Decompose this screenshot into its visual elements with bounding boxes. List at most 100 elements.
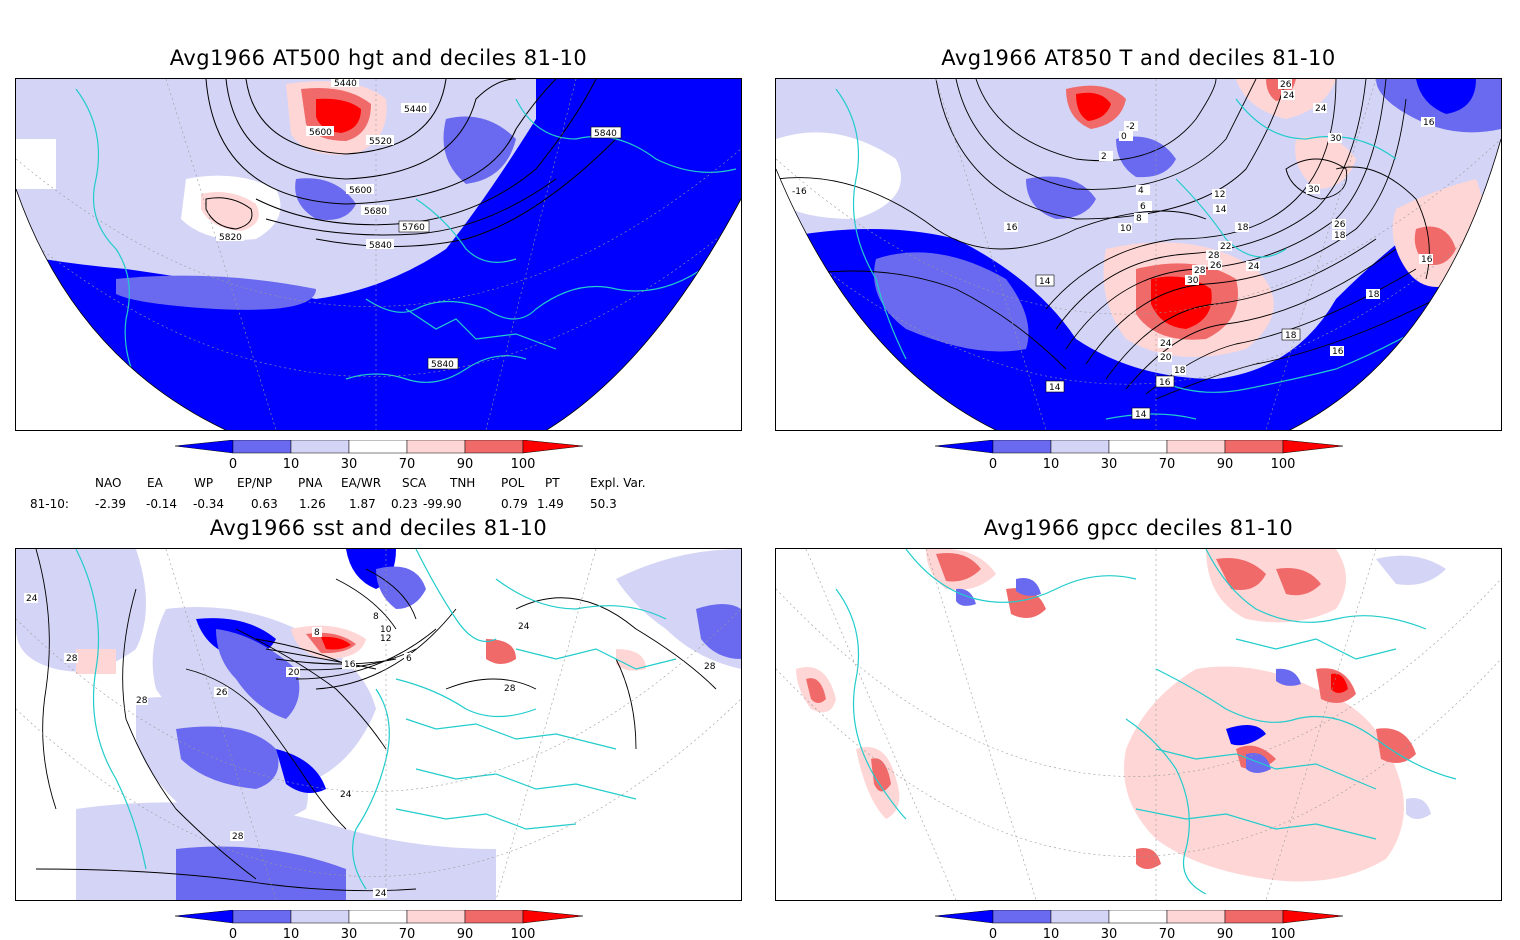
contour-label: 24 xyxy=(1283,91,1295,101)
index-name-tnh: TNH xyxy=(450,476,476,490)
colorbar-segment xyxy=(522,440,584,454)
contour-label: 6 xyxy=(406,654,412,664)
colorbar-label: 30 xyxy=(341,927,358,940)
panel-title-at850: Avg1966 AT850 T and deciles 81-10 xyxy=(941,46,1336,70)
colorbar-label: 70 xyxy=(1159,927,1176,940)
contour-label: 26 xyxy=(1210,261,1222,271)
contour-label: 26 xyxy=(216,688,228,698)
contour-label: 28 xyxy=(66,654,78,664)
contour-label: 5440 xyxy=(334,79,357,89)
colorbar-label: 100 xyxy=(1271,457,1296,470)
colorbar-segment xyxy=(1050,910,1110,924)
colorbar-segment xyxy=(992,910,1052,924)
contour-label: 30 xyxy=(1308,185,1320,195)
contour-label: 12 xyxy=(380,634,391,644)
contour-label: -16 xyxy=(792,187,807,197)
colorbar-label: 90 xyxy=(457,457,474,470)
contour-label: 5840 xyxy=(431,360,454,370)
index-value-wp: -0.34 xyxy=(193,497,225,511)
colorbar-label: 90 xyxy=(457,927,474,940)
colorbar-label: 90 xyxy=(1217,457,1234,470)
contour-label: 18 xyxy=(1368,290,1380,300)
index-name-epnp: EP/NP xyxy=(237,476,273,490)
contour-label: 14 xyxy=(1039,277,1051,287)
colorbar-segment xyxy=(348,910,408,924)
contour-label: 30 xyxy=(1330,134,1342,144)
index-value-ea: -0.14 xyxy=(146,497,178,511)
contour-label: 14 xyxy=(1049,383,1061,393)
colorbar-label: 90 xyxy=(1217,927,1234,940)
colorbar-segment xyxy=(1224,910,1284,924)
contour-label: 0 xyxy=(1121,132,1127,142)
map-gpcc xyxy=(776,549,1501,900)
colorbar-label: 30 xyxy=(1101,457,1118,470)
contour-label: 24 xyxy=(518,622,530,632)
contour-label: 6 xyxy=(1140,202,1146,212)
colorbar-segment xyxy=(522,910,584,924)
index-value-pt: 1.49 xyxy=(537,497,564,511)
panel-title-sst: Avg1966 sst and deciles 81-10 xyxy=(209,516,548,540)
colorbar-segment xyxy=(406,440,466,454)
contour-label: 28 xyxy=(1208,251,1220,261)
index-name-wp: WP xyxy=(194,476,214,490)
contour-label: 20 xyxy=(288,668,300,678)
contour-label: 24 xyxy=(340,790,352,800)
colorbar-segment xyxy=(1050,440,1110,454)
contour-label: 2 xyxy=(1101,152,1107,162)
colorbar-segment xyxy=(935,910,994,924)
contour-label: 20 xyxy=(1160,353,1172,363)
contour-label: -2 xyxy=(1126,122,1135,132)
colorbar-bottom-left: 0 10 30 70 90 100 xyxy=(175,910,584,940)
contour-label: 28 xyxy=(232,832,244,842)
contour-label: 5760 xyxy=(402,223,425,233)
contour-label: 5820 xyxy=(219,233,242,243)
map-panel-gpcc xyxy=(775,548,1502,901)
index-name-pt: PT xyxy=(545,476,560,490)
index-value-pol: 0.79 xyxy=(501,497,528,511)
colorbar-top-right: 0 10 30 70 90 100 xyxy=(935,440,1344,470)
index-name-sca: SCA xyxy=(402,476,427,490)
colorbar-label: 100 xyxy=(1271,927,1296,940)
colorbar-label: 10 xyxy=(1043,927,1060,940)
contour-label: 22 xyxy=(1220,242,1231,252)
colorbar-segment xyxy=(1166,910,1226,924)
contour-label: 18 xyxy=(1334,231,1346,241)
contour-label: 24 xyxy=(1248,262,1260,272)
contour-label: 5520 xyxy=(369,137,392,147)
colorbar-segment xyxy=(348,440,408,454)
panel-title-gpcc: Avg1966 gpcc deciles 81-10 xyxy=(983,516,1294,540)
index-value-nao: -2.39 xyxy=(95,497,127,511)
contour-label: 10 xyxy=(380,625,392,635)
colorbar-segment xyxy=(232,440,292,454)
colorbar-segment xyxy=(935,440,994,454)
colorbar-segment xyxy=(1282,910,1344,924)
contour-label: 16 xyxy=(344,660,356,670)
contour-label: 30 xyxy=(1187,276,1199,286)
colorbar-segment xyxy=(232,910,292,924)
contour-label: 16 xyxy=(1421,255,1433,265)
map-at850: 26 24 -2 0 2 24 30 16 -16 4 6 8 12 14 30… xyxy=(776,79,1501,430)
map-at500: 5440 5440 5600 5520 5840 5600 5680 5760 … xyxy=(16,79,741,430)
colorbar-label: 0 xyxy=(229,927,237,940)
map-panel-at500-hgt: 5440 5440 5600 5520 5840 5600 5680 5760 … xyxy=(15,78,742,431)
index-row-label: 81-10: xyxy=(30,497,69,511)
index-name-pna: PNA xyxy=(298,476,323,490)
contour-label: 5680 xyxy=(364,207,387,217)
colorbar-segment xyxy=(175,440,234,454)
colorbar-label: 0 xyxy=(989,927,997,940)
contour-label: 16 xyxy=(1423,118,1435,128)
colorbar-segment xyxy=(1108,440,1168,454)
colorbar-label: 30 xyxy=(341,457,358,470)
contour-label: 16 xyxy=(1159,378,1171,388)
panel-title-at500: Avg1966 AT500 hgt and deciles 81-10 xyxy=(169,46,588,70)
contour-label: 5840 xyxy=(369,241,392,251)
contour-label: 18 xyxy=(1174,366,1186,376)
colorbar-label: 0 xyxy=(229,457,237,470)
index-name-nao: NAO xyxy=(95,476,122,490)
contour-label: 24 xyxy=(1315,104,1327,114)
index-name-pol: POL xyxy=(501,476,525,490)
colorbar-segment xyxy=(464,440,524,454)
contour-label: 14 xyxy=(1135,410,1147,420)
colorbar-segment xyxy=(1224,440,1284,454)
map-panel-at850-t: 26 24 -2 0 2 24 30 16 -16 4 6 8 12 14 30… xyxy=(775,78,1502,431)
